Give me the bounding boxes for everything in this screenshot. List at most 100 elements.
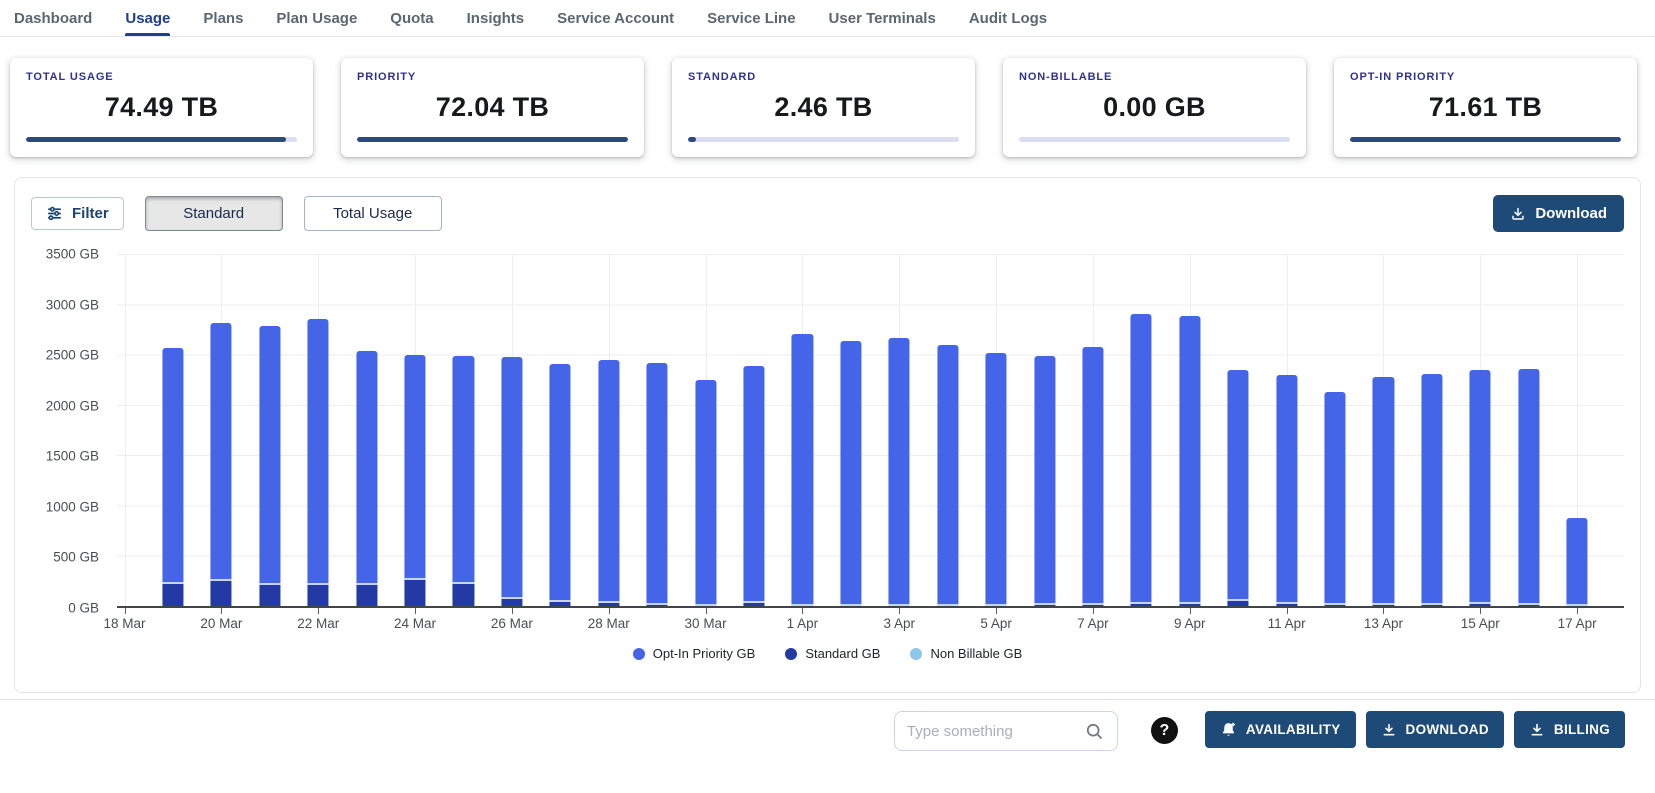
nav-item-insights[interactable]: Insights — [467, 0, 525, 36]
bar-segment-opt-in-priority — [1034, 356, 1055, 604]
search-input[interactable] — [907, 723, 1084, 740]
bar-15-apr[interactable] — [1470, 370, 1491, 606]
x-tick — [802, 608, 803, 614]
bar-30-mar[interactable] — [695, 380, 716, 606]
download-button[interactable]: Download — [1493, 195, 1624, 232]
bar-segment-opt-in-priority — [356, 351, 377, 584]
bar-12-apr[interactable] — [1324, 392, 1345, 606]
nav-item-usage[interactable]: Usage — [125, 0, 170, 36]
bar-26-mar[interactable] — [501, 357, 522, 606]
bar-segment-standard — [1518, 603, 1539, 606]
bar-2-apr[interactable] — [840, 341, 861, 607]
x-tick-label: 17 Apr — [1558, 616, 1597, 631]
bar-28-mar[interactable] — [598, 360, 619, 606]
x-tick-label: 3 Apr — [883, 616, 915, 631]
tab-total-usage[interactable]: Total Usage — [304, 196, 442, 231]
legend-label: Standard GB — [805, 646, 880, 661]
bar-segment-standard — [453, 582, 474, 606]
bar-segment-opt-in-priority — [1228, 370, 1249, 600]
bar-11-apr[interactable] — [1276, 375, 1297, 606]
stat-value: 71.61 TB — [1350, 92, 1621, 123]
toolbar-button-billing[interactable]: BILLING — [1514, 711, 1625, 748]
bar-segment-opt-in-priority — [986, 353, 1007, 604]
nav-item-audit-logs[interactable]: Audit Logs — [969, 0, 1047, 36]
bar-segment-opt-in-priority — [453, 356, 474, 583]
bar-segment-standard — [1567, 604, 1588, 606]
bar-29-mar[interactable] — [647, 363, 668, 606]
bar-segment-standard — [1179, 602, 1200, 606]
bottom-toolbar: ? AVAILABILITY DOWNLOAD BILLING — [0, 699, 1655, 793]
download-label: Download — [1535, 205, 1607, 222]
stat-card-total-usage: TOTAL USAGE74.49 TB — [10, 58, 313, 157]
grid-vline — [125, 254, 126, 606]
nav-item-user-terminals[interactable]: User Terminals — [829, 0, 936, 36]
tab-standard[interactable]: Standard — [145, 196, 283, 231]
bar-20-mar[interactable] — [211, 323, 232, 606]
x-tick — [899, 608, 900, 614]
bar-7-apr[interactable] — [1082, 347, 1103, 606]
bar-19-mar[interactable] — [162, 348, 183, 606]
bar-3-apr[interactable] — [889, 338, 910, 606]
plot-area — [117, 254, 1624, 608]
nav-item-plan-usage[interactable]: Plan Usage — [276, 0, 357, 36]
download-icon — [1510, 206, 1526, 222]
bar-segment-standard — [162, 582, 183, 606]
x-tick-label: 26 Mar — [491, 616, 533, 631]
bar-segment-standard — [1421, 603, 1442, 606]
bar-5-apr[interactable] — [986, 353, 1007, 606]
bar-17-apr[interactable] — [1567, 518, 1588, 607]
bar-segment-standard — [598, 601, 619, 606]
nav-item-service-account[interactable]: Service Account — [557, 0, 674, 36]
toolbar-button-download[interactable]: DOWNLOAD — [1366, 711, 1504, 748]
bar-segment-opt-in-priority — [1276, 375, 1297, 602]
legend-item-opt-in-priority-gb: Opt-In Priority GB — [633, 646, 756, 661]
nav-item-plans[interactable]: Plans — [203, 0, 243, 36]
bar-segment-standard — [986, 604, 1007, 606]
stats-row: TOTAL USAGE74.49 TBPRIORITY72.04 TBSTAND… — [0, 37, 1655, 177]
bar-16-apr[interactable] — [1518, 369, 1539, 606]
x-tick — [512, 608, 513, 614]
bar-25-mar[interactable] — [453, 356, 474, 606]
bar-1-apr[interactable] — [792, 334, 813, 606]
bar-31-mar[interactable] — [743, 366, 764, 606]
bar-23-mar[interactable] — [356, 351, 377, 606]
legend: Opt-In Priority GBStandard GBNon Billabl… — [31, 646, 1624, 661]
toolbar-button-label: AVAILABILITY — [1246, 722, 1341, 737]
legend-dot — [785, 648, 797, 660]
toolbar-button-availability[interactable]: AVAILABILITY — [1205, 711, 1356, 748]
y-axis-label: 1500 GB — [46, 449, 99, 464]
stat-label: TOTAL USAGE — [26, 71, 297, 83]
toolbar-button-label: BILLING — [1554, 722, 1610, 737]
bar-segment-opt-in-priority — [598, 360, 619, 602]
download-icon — [1529, 722, 1545, 738]
stat-label: PRIORITY — [357, 71, 628, 83]
search-box[interactable] — [894, 711, 1118, 751]
bar-14-apr[interactable] — [1421, 374, 1442, 606]
bar-segment-opt-in-priority — [1421, 374, 1442, 604]
nav-item-service-line[interactable]: Service Line — [707, 0, 795, 36]
bar-8-apr[interactable] — [1131, 314, 1152, 606]
bar-24-mar[interactable] — [405, 355, 426, 606]
help-button[interactable]: ? — [1151, 717, 1178, 744]
filter-button[interactable]: Filter — [31, 197, 124, 230]
bar-22-mar[interactable] — [308, 319, 329, 606]
bar-6-apr[interactable] — [1034, 356, 1055, 606]
stat-progress-fill — [688, 137, 696, 142]
bar-segment-opt-in-priority — [1518, 369, 1539, 603]
bar-segment-standard — [550, 600, 571, 606]
bar-segment-opt-in-priority — [211, 323, 232, 578]
bar-9-apr[interactable] — [1179, 316, 1200, 606]
bar-segment-standard — [743, 601, 764, 606]
bar-13-apr[interactable] — [1373, 377, 1394, 606]
x-tick — [1383, 608, 1384, 614]
bar-27-mar[interactable] — [550, 364, 571, 606]
bar-segment-standard — [1324, 603, 1345, 606]
stat-progress — [1350, 137, 1621, 142]
bar-segment-standard — [501, 597, 522, 606]
x-tick — [996, 608, 997, 614]
nav-item-dashboard[interactable]: Dashboard — [14, 0, 92, 36]
bar-4-apr[interactable] — [937, 345, 958, 606]
nav-item-quota[interactable]: Quota — [390, 0, 433, 36]
bar-21-mar[interactable] — [259, 326, 280, 606]
bar-10-apr[interactable] — [1228, 370, 1249, 606]
